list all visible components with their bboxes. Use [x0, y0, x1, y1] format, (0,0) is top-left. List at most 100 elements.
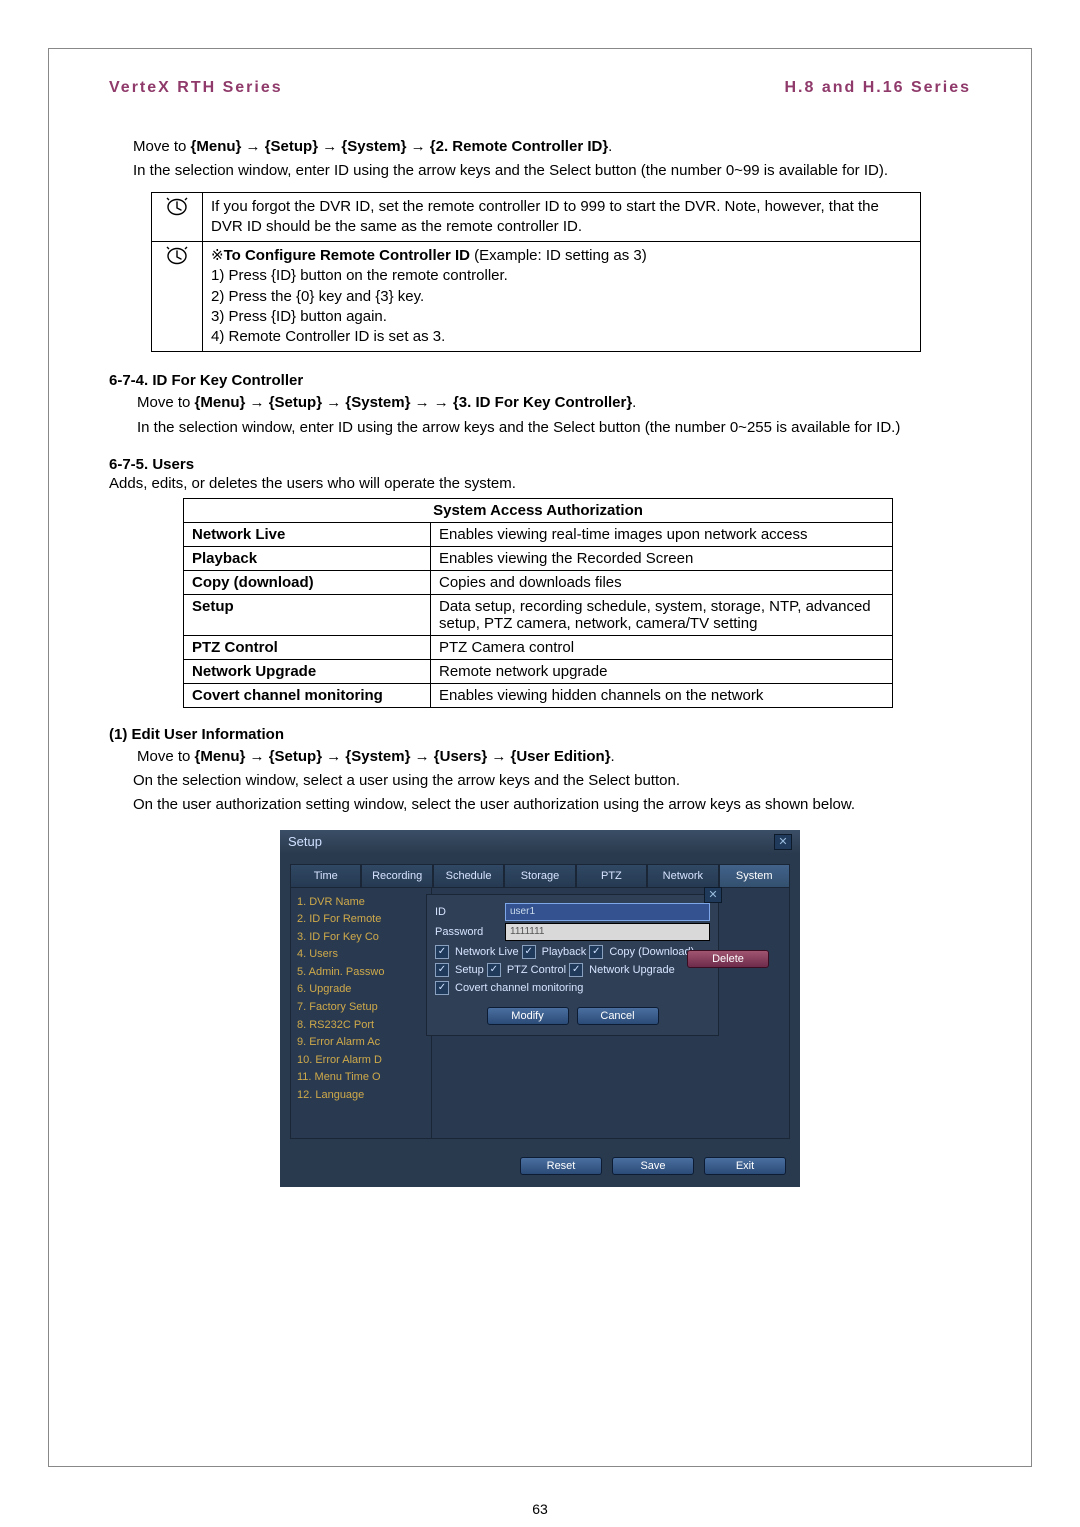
sidebar-item[interactable]: 6. Upgrade	[297, 981, 425, 999]
checkbox-icon: ✓	[435, 981, 449, 995]
arrow-icon: →	[415, 394, 434, 411]
text: Move to	[133, 138, 191, 155]
check-copy-download[interactable]: ✓Copy (Download)	[589, 945, 694, 959]
window-titlebar: Setup ✕	[280, 830, 800, 854]
note-icon	[166, 246, 188, 272]
arrow-icon: →	[415, 748, 434, 765]
tab-system[interactable]: System	[719, 864, 790, 887]
menu-path: {System}	[341, 138, 406, 155]
window-title: Setup	[288, 834, 322, 849]
auth-table-title: System Access Authorization	[184, 498, 893, 522]
close-icon[interactable]: ✕	[774, 834, 792, 850]
check-ptz-control[interactable]: ✓PTZ Control	[487, 963, 566, 977]
tab-ptz[interactable]: PTZ	[576, 864, 647, 887]
auth-val: Enables viewing the Recorded Screen	[431, 546, 893, 570]
period: .	[632, 394, 636, 411]
page-number: 63	[0, 1501, 1080, 1517]
check-network-upgrade[interactable]: ✓Network Upgrade	[569, 963, 675, 977]
check-playback[interactable]: ✓Playback	[522, 945, 587, 959]
auth-table: System Access Authorization Network Live…	[183, 498, 893, 708]
arrow-icon: →	[491, 748, 510, 765]
text: Move to	[137, 394, 195, 411]
period: .	[608, 138, 612, 155]
note-row2: ※To Configure Remote Controller ID (Exam…	[203, 242, 921, 352]
prefix-mark: ※	[211, 247, 224, 264]
sidebar-item[interactable]: 11. Menu Time O	[297, 1069, 425, 1087]
sidebar-item[interactable]: 10. Error Alarm D	[297, 1052, 425, 1070]
auth-val: Copies and downloads files	[431, 570, 893, 594]
note-step: 1) Press {ID} button on the remote contr…	[211, 267, 508, 284]
table-row: Network UpgradeRemote network upgrade	[184, 659, 893, 683]
check-label: Setup	[455, 964, 484, 976]
auth-key: Network Upgrade	[184, 659, 431, 683]
menu-path: {Users}	[434, 748, 487, 765]
period: .	[611, 748, 615, 765]
table-row: If you forgot the DVR ID, set the remote…	[152, 192, 921, 242]
screenshot-setup-dialog: Setup ✕ Time Recording Schedule Storage …	[280, 830, 800, 1187]
sidebar-item[interactable]: 3. ID For Key Co	[297, 929, 425, 947]
sidebar-item[interactable]: 9. Error Alarm Ac	[297, 1034, 425, 1052]
arrow-icon: →	[326, 748, 345, 765]
pw-label: Password	[435, 926, 499, 938]
arrow-icon: →	[434, 394, 453, 411]
sidebar-item[interactable]: 2. ID For Remote	[297, 911, 425, 929]
tab-schedule[interactable]: Schedule	[433, 864, 504, 887]
arrow-icon: →	[246, 138, 265, 155]
table-row: System Access Authorization	[184, 498, 893, 522]
page-frame: VerteX RTH Series H.8 and H.16 Series Mo…	[48, 48, 1032, 1467]
delete-button[interactable]: Delete	[687, 950, 769, 968]
menu-path: {Menu}	[195, 394, 246, 411]
setup-body: 1. DVR Name 2. ID For Remote 3. ID For K…	[290, 887, 790, 1139]
note-row2-title: To Configure Remote Controller ID	[224, 247, 470, 264]
checkbox-icon: ✓	[435, 945, 449, 959]
table-row: Network LiveEnables viewing real-time im…	[184, 522, 893, 546]
menu-path: {3. ID For Key Controller}	[453, 394, 632, 411]
exit-button[interactable]: Exit	[704, 1157, 786, 1175]
panel-buttons: Modify Cancel	[435, 1007, 710, 1025]
edit-user-move: Move to {Menu} → {Setup} → {System} → {U…	[137, 747, 971, 767]
close-icon[interactable]: ✕	[704, 887, 722, 903]
id-input[interactable]: user1	[505, 903, 710, 921]
sidebar-item[interactable]: 5. Admin. Passwo	[297, 964, 425, 982]
tab-network[interactable]: Network	[647, 864, 718, 887]
auth-val: PTZ Camera control	[431, 635, 893, 659]
note-icon-cell	[152, 242, 203, 352]
check-setup[interactable]: ✓Setup	[435, 963, 484, 977]
auth-key: Covert channel monitoring	[184, 683, 431, 707]
menu-path: {2. Remote Controller ID}	[430, 138, 608, 155]
save-button[interactable]: Save	[612, 1157, 694, 1175]
check-network-live[interactable]: ✓Network Live	[435, 945, 519, 959]
note-step: 2) Press the {0} key and {3} key.	[211, 288, 424, 305]
tab-recording[interactable]: Recording	[361, 864, 432, 887]
note-icon-cell	[152, 192, 203, 242]
intro-move-line: Move to {Menu} → {Setup} → {System} → {2…	[133, 137, 971, 157]
auth-key: Setup	[184, 594, 431, 635]
check-covert-monitoring[interactable]: ✓Covert channel monitoring	[435, 981, 583, 995]
reset-button[interactable]: Reset	[520, 1157, 602, 1175]
user-edit-panel: ✕ ID user1 Password 1111111 ✓Network Liv…	[426, 894, 719, 1036]
arrow-icon: →	[411, 138, 430, 155]
sidebar-item[interactable]: 1. DVR Name	[297, 894, 425, 912]
note-row2-rest: (Example: ID setting as 3)	[470, 247, 647, 264]
pw-input[interactable]: 1111111	[505, 923, 710, 941]
cancel-button[interactable]: Cancel	[577, 1007, 659, 1025]
sidebar-item[interactable]: 7. Factory Setup	[297, 999, 425, 1017]
modify-button[interactable]: Modify	[487, 1007, 569, 1025]
sidebar-item[interactable]: 4. Users	[297, 946, 425, 964]
system-sidebar: 1. DVR Name 2. ID For Remote 3. ID For K…	[291, 888, 432, 1138]
menu-path: {Setup}	[269, 394, 322, 411]
check-label: Playback	[542, 946, 587, 958]
tab-time[interactable]: Time	[290, 864, 361, 887]
id-row: ID user1	[435, 903, 710, 921]
auth-val: Enables viewing hidden channels on the n…	[431, 683, 893, 707]
section-heading-675: 6-7-5. Users	[109, 456, 971, 473]
sidebar-item[interactable]: 12. Language	[297, 1087, 425, 1105]
header-right: H.8 and H.16 Series	[784, 79, 971, 97]
tab-storage[interactable]: Storage	[504, 864, 575, 887]
auth-key: PTZ Control	[184, 635, 431, 659]
document-page: VerteX RTH Series H.8 and H.16 Series Mo…	[0, 0, 1080, 1527]
sidebar-item[interactable]: 8. RS232C Port	[297, 1017, 425, 1035]
edit-user-line3: On the user authorization setting window…	[133, 795, 971, 815]
menu-path: {Setup}	[265, 138, 318, 155]
setup-window: Setup ✕ Time Recording Schedule Storage …	[280, 830, 800, 1187]
